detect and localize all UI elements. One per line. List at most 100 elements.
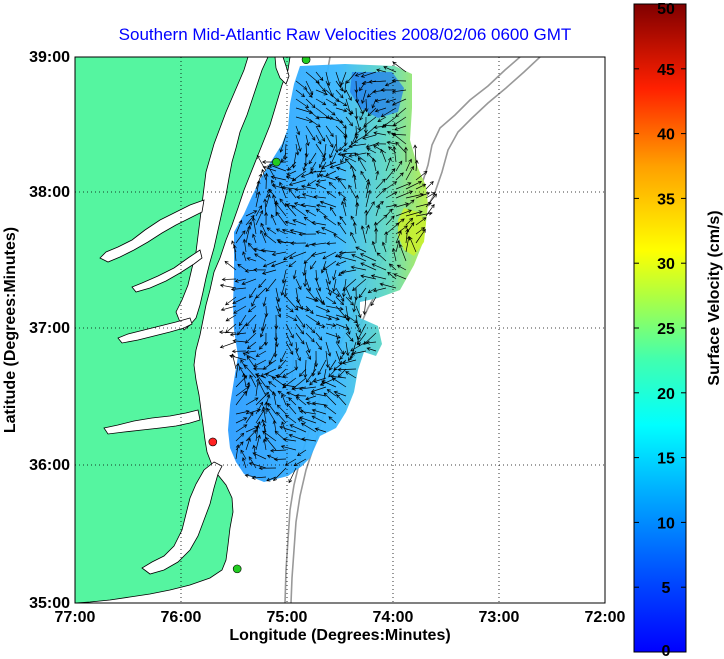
colorbar-gradient — [633, 3, 687, 653]
velocity-vector — [249, 287, 257, 299]
velocity-vector — [235, 417, 248, 424]
colorbar-tick-label: 35 — [657, 191, 675, 208]
velocity-vector — [345, 371, 357, 379]
colorbar-tick-label: 15 — [657, 451, 675, 468]
velocity-vector — [285, 323, 294, 339]
velocity-vector — [365, 143, 377, 149]
velocity-vector — [233, 305, 247, 314]
colorbar-tick-label: 20 — [657, 386, 675, 403]
velocity-vector — [335, 89, 344, 99]
velocity-vector — [268, 350, 277, 365]
velocity-vector — [328, 181, 337, 190]
velocity-vector — [306, 179, 317, 186]
velocity-vector — [252, 233, 257, 244]
velocity-vector — [300, 184, 317, 190]
velocity-vector — [295, 296, 303, 311]
velocity-vector — [355, 246, 367, 253]
velocity-vector — [295, 125, 301, 136]
velocity-vector — [295, 393, 307, 398]
velocity-vector — [383, 66, 397, 73]
velocity-vector — [305, 125, 316, 141]
velocity-vector — [305, 341, 311, 354]
velocity-vector — [305, 116, 321, 128]
velocity-vector — [385, 181, 398, 190]
velocity-vector — [414, 159, 419, 172]
velocity-vector — [259, 323, 267, 338]
velocity-vector — [295, 332, 305, 345]
velocity-vector — [335, 287, 345, 302]
velocity-vector — [375, 204, 381, 217]
velocity-vector — [323, 392, 337, 406]
velocity-vector — [245, 429, 257, 442]
velocity-vector — [295, 278, 302, 291]
velocity-vector — [295, 134, 302, 152]
velocity-vector — [334, 134, 339, 154]
velocity-vector — [326, 389, 337, 397]
velocity-vector — [403, 146, 408, 163]
velocity-vector — [317, 359, 327, 376]
velocity-vector — [360, 170, 367, 181]
velocity-vector — [245, 225, 252, 244]
velocity-vector — [252, 444, 257, 460]
velocity-vector — [340, 269, 357, 275]
velocity-vector — [385, 191, 398, 199]
colorbar-ticks: 0 5 10 15 20 25 30 35 40 45 50 — [634, 1, 686, 659]
velocity-vector — [425, 192, 436, 199]
velocity-vector — [415, 191, 431, 199]
velocity-vector — [355, 202, 360, 217]
velocity-vector — [325, 71, 331, 87]
velocity-vector — [255, 391, 270, 406]
velocity-vector — [247, 305, 257, 313]
velocity-vector — [405, 199, 415, 208]
velocity-vector — [345, 89, 352, 101]
velocity-vector — [275, 374, 287, 379]
velocity-vector — [261, 269, 277, 275]
velocity-vector — [315, 332, 323, 341]
velocity-vector — [296, 195, 307, 200]
velocity-vector — [295, 305, 310, 312]
velocity-vector — [325, 278, 332, 296]
velocity-vector — [329, 374, 347, 379]
velocity-vector — [343, 125, 348, 140]
velocity-vector — [292, 269, 297, 280]
velocity-vector — [308, 152, 317, 165]
plot-area — [75, 57, 605, 603]
velocity-vector — [360, 274, 377, 280]
y-tick-label: 38:00 — [29, 184, 70, 201]
y-tick-label: 39:00 — [29, 49, 70, 66]
velocity-vector — [315, 89, 328, 96]
colorbar-tick-label: 45 — [657, 62, 675, 79]
velocity-vector — [425, 193, 438, 208]
velocity-vector — [309, 377, 317, 386]
velocity-vector — [391, 247, 397, 262]
velocity-vector — [235, 441, 244, 451]
velocity-vector — [335, 80, 344, 92]
velocity-vector — [270, 214, 277, 226]
velocity-vector — [266, 227, 277, 235]
velocity-vector — [301, 192, 317, 199]
y-tick-label: 36:00 — [29, 457, 70, 474]
velocity-vector — [303, 359, 308, 379]
velocity-vector — [408, 236, 417, 253]
velocity-vector — [249, 374, 257, 388]
velocity-vector — [375, 187, 387, 199]
velocity-vector — [325, 125, 334, 138]
velocity-vector — [264, 305, 269, 318]
velocity-vector — [372, 287, 387, 293]
velocity-vector — [303, 216, 317, 226]
velocity-vector — [355, 323, 361, 333]
velocity-vector — [271, 251, 287, 257]
velocity-vector — [392, 61, 407, 73]
velocity-vector — [342, 143, 357, 152]
velocity-vector — [245, 314, 257, 327]
velocity-vector — [245, 350, 257, 355]
velocity-vector — [311, 415, 327, 424]
velocity-vector — [379, 282, 397, 289]
velocity-vector — [295, 107, 314, 115]
velocity-vector — [395, 107, 407, 118]
velocity-vector — [375, 141, 387, 146]
velocity-vector — [396, 264, 407, 271]
velocity-vector — [246, 257, 257, 262]
velocity-vector — [377, 116, 387, 123]
velocity-vector — [363, 116, 377, 127]
